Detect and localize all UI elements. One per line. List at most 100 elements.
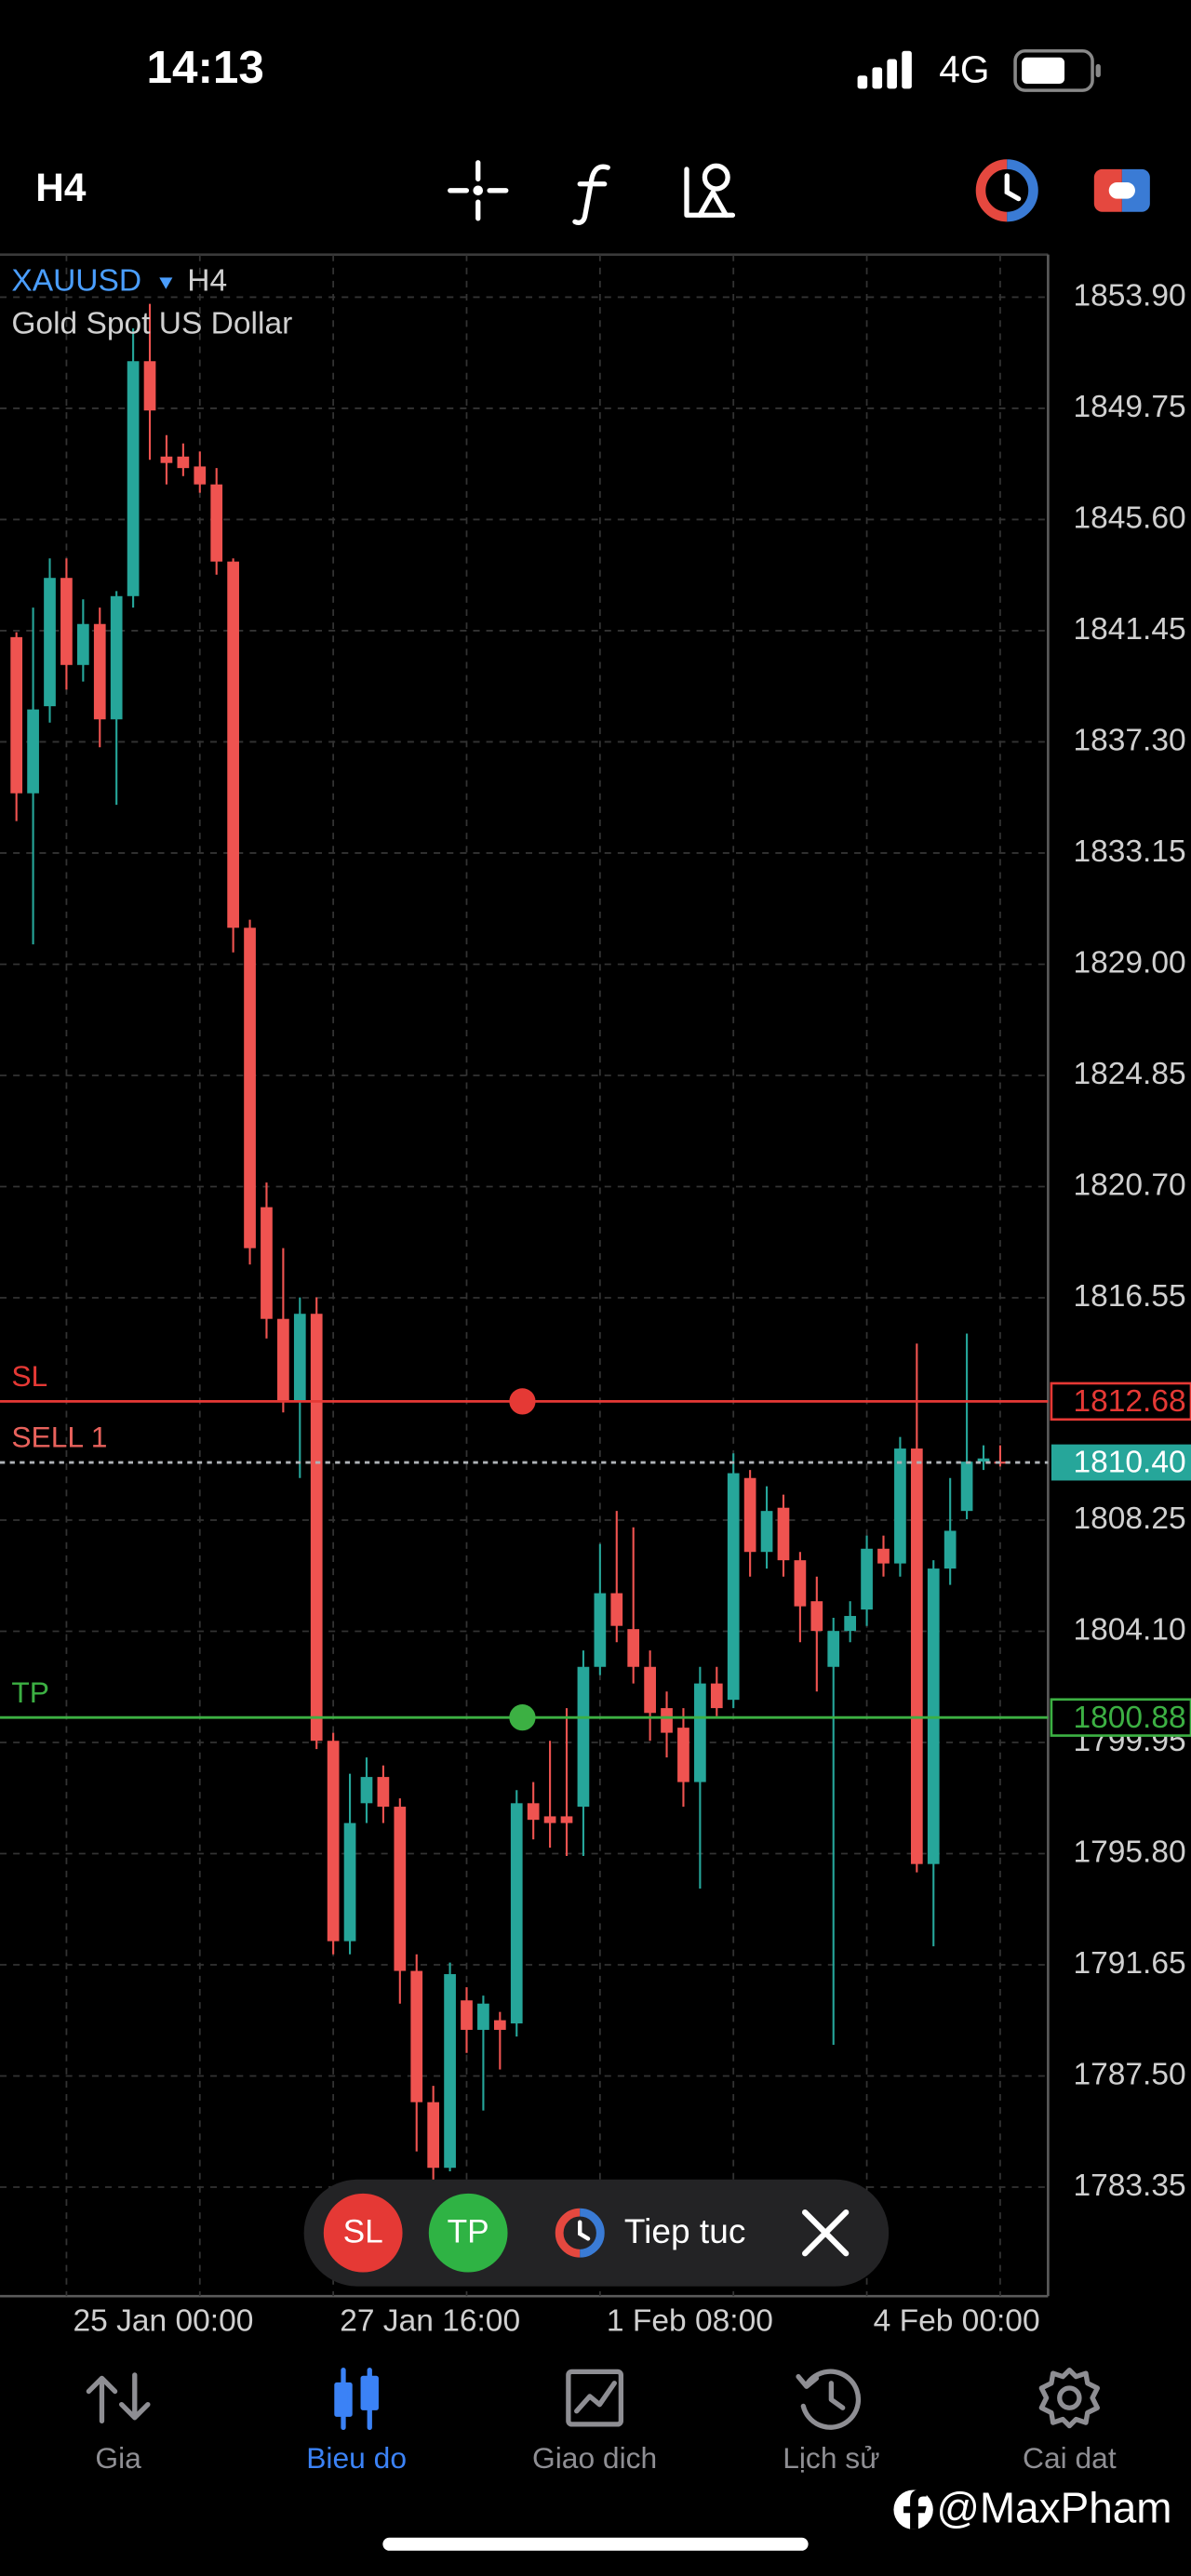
- continue-icon[interactable]: [555, 2208, 605, 2258]
- candle-body: [844, 1616, 857, 1632]
- price-tag-label: 1800.88: [1073, 1701, 1185, 1735]
- candle-body: [177, 456, 190, 469]
- candle-body: [410, 1970, 423, 2102]
- candle-body: [227, 561, 239, 928]
- order-bar: SL TP Tiep tuc: [303, 2179, 890, 2287]
- tab-label[interactable]: Giao dich: [532, 2441, 657, 2475]
- trade-button[interactable]: [1093, 168, 1150, 212]
- candle-body: [244, 928, 256, 1248]
- y-tick-label: 1845.60: [1073, 501, 1185, 535]
- candle-body: [93, 623, 106, 720]
- tab-label[interactable]: Lịch sử: [783, 2441, 879, 2475]
- sl-button[interactable]: [323, 2193, 403, 2273]
- y-tick-label: 1841.45: [1073, 612, 1185, 647]
- candle-body: [760, 1511, 773, 1553]
- tab-label[interactable]: Cai dat: [1023, 2441, 1117, 2475]
- candle-body: [527, 1803, 540, 1821]
- symbol[interactable]: XAUUSD: [11, 264, 141, 299]
- candle-body: [10, 636, 23, 794]
- candle-body: [594, 1593, 607, 1667]
- chart-timeframe: H4: [187, 264, 227, 299]
- candle-body: [394, 1807, 407, 1971]
- price-tag-label: 1812.68: [1073, 1384, 1185, 1419]
- tab-label[interactable]: Gia: [95, 2441, 141, 2475]
- candle-body: [343, 1822, 356, 1942]
- candle-body: [127, 361, 140, 596]
- chart[interactable]: 1853.90 1849.75 1845.60 1841.45 1837.30 1833.…: [0, 253, 1186, 2339]
- candle-body: [577, 1666, 590, 1808]
- candle-body: [910, 1448, 923, 1864]
- y-tick-label: 1824.85: [1073, 1057, 1185, 1091]
- candle-body: [427, 2102, 440, 2169]
- y-tick-label: 1853.90: [1073, 278, 1185, 313]
- candle-body: [543, 1816, 556, 1823]
- candle-body: [160, 456, 173, 463]
- continue-button[interactable]: Tiep tuc: [624, 2211, 745, 2250]
- tab-icon-history[interactable]: [796, 2369, 862, 2430]
- candle-body: [444, 1974, 456, 2169]
- y-tick-label: 1816.55: [1073, 1279, 1185, 1314]
- candle-body: [794, 1560, 807, 1607]
- candle-body: [277, 1318, 289, 1401]
- y-tick-label: 1808.25: [1073, 1502, 1185, 1536]
- candle-body: [943, 1530, 957, 1569]
- candle-body: [327, 1741, 340, 1942]
- candle-body: [627, 1629, 640, 1667]
- candle-body: [293, 1314, 306, 1401]
- clock: 14:13: [146, 42, 263, 93]
- candle-body: [560, 1816, 573, 1823]
- candle-body: [210, 484, 223, 562]
- level-handle[interactable]: [509, 1388, 536, 1415]
- candle-body: [461, 2000, 473, 2030]
- price-tag: [1050, 1698, 1191, 1737]
- candle-body: [110, 595, 123, 720]
- tab-icon-trade[interactable]: [566, 2369, 624, 2427]
- y-tick-label: 1829.00: [1073, 945, 1185, 980]
- y-tick-label: 1795.80: [1073, 1835, 1185, 1869]
- tab-label[interactable]: Bieu do: [306, 2441, 407, 2475]
- candle-body: [610, 1593, 623, 1626]
- battery-icon: [1013, 48, 1101, 92]
- candle-body: [810, 1601, 823, 1632]
- tab-icon-settings[interactable]: [1038, 2367, 1101, 2429]
- candle-body: [694, 1683, 706, 1782]
- level-label: SL: [11, 1359, 47, 1393]
- candle-body: [377, 1777, 390, 1808]
- crosshair-button[interactable]: [448, 160, 509, 221]
- network: 4G: [939, 47, 989, 90]
- candle-body: [261, 1207, 273, 1319]
- candle-body: [510, 1803, 523, 2024]
- candle-body: [710, 1683, 723, 1709]
- candle-body: [310, 1314, 323, 1742]
- watermark-icon: [893, 2489, 933, 2529]
- y-tick-label: 1804.10: [1073, 1612, 1185, 1647]
- x-tick-label: 27 Jan 16:00: [340, 2303, 520, 2338]
- candle-body: [60, 578, 73, 665]
- home-indicator: [382, 2537, 809, 2551]
- objects-button[interactable]: [684, 163, 736, 218]
- tp-button-label[interactable]: TP: [448, 2213, 489, 2249]
- tab-icon-chart[interactable]: [334, 2367, 379, 2431]
- candle-body: [493, 2020, 506, 2030]
- one-click-button[interactable]: [975, 159, 1038, 222]
- candle-body: [661, 1708, 673, 1733]
- timeframe-button[interactable]: H4: [35, 166, 87, 209]
- candle-body: [477, 2003, 489, 2030]
- close-button[interactable]: [802, 2209, 850, 2257]
- tp-button[interactable]: [428, 2193, 508, 2273]
- candle-body: [894, 1448, 906, 1564]
- level-handle[interactable]: [509, 1704, 536, 1731]
- symbol-description: Gold Spot US Dollar: [11, 306, 292, 340]
- x-tick-label: 25 Jan 00:00: [73, 2303, 253, 2338]
- y-tick-label: 1820.70: [1073, 1168, 1185, 1202]
- tab-icon-quotes[interactable]: [86, 2372, 151, 2423]
- level-label: TP: [11, 1675, 49, 1709]
- sl-button-label[interactable]: SL: [343, 2213, 383, 2249]
- symbol-dropdown[interactable]: [159, 277, 173, 289]
- candle-body: [194, 466, 207, 485]
- indicators-button[interactable]: [572, 164, 610, 225]
- y-tick-label: 1783.35: [1073, 2169, 1185, 2203]
- candle-body: [877, 1548, 890, 1564]
